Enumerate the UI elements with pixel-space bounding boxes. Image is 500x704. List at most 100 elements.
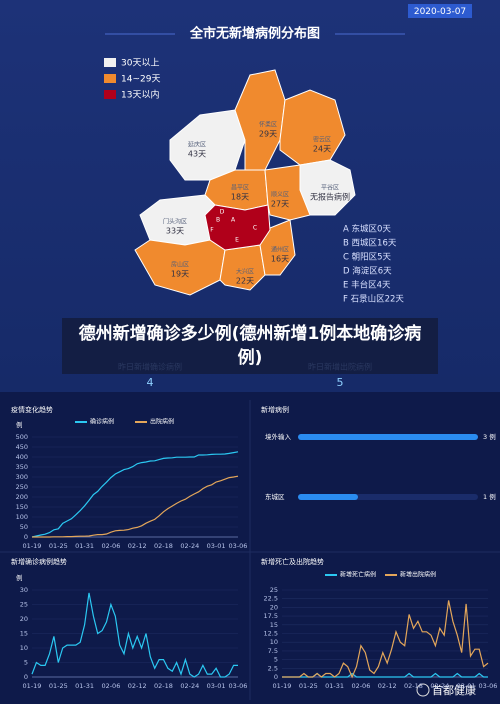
- line-series: [31, 592, 238, 678]
- y-tick-label: 10: [270, 638, 278, 646]
- x-tick-label: 02-06: [101, 682, 120, 690]
- district-name: 门头沟区: [163, 218, 187, 226]
- y-tick-label: 20: [270, 603, 278, 611]
- core-letter: A: [231, 217, 236, 224]
- district-name: 通州区: [271, 246, 289, 254]
- district-name: 房山区: [171, 261, 189, 269]
- y-tick-label: 150: [16, 503, 28, 511]
- district-name: 大兴区: [236, 268, 254, 276]
- bar: [298, 434, 478, 440]
- chart-title: 新增死亡及出院趋势: [261, 557, 324, 566]
- y-tick-label: 15: [270, 621, 278, 629]
- x-tick-label: 02-18: [154, 682, 173, 690]
- y-tick-label: 15: [20, 630, 28, 638]
- district-days: 22天: [236, 277, 254, 286]
- legend-swatch: [104, 90, 116, 99]
- watermark-icon: [416, 683, 430, 697]
- legend-label: 新增出院病例: [400, 571, 436, 579]
- map-title: 全市无新增病例分布图: [189, 26, 320, 42]
- x-tick-label: 01-25: [299, 682, 318, 690]
- core-list-item: B 西城区16天: [343, 239, 397, 249]
- district-name: 平谷区: [321, 184, 339, 192]
- x-tick-label: 03-06: [229, 542, 248, 550]
- y-tick-label: 0: [24, 673, 28, 681]
- line-series: [282, 600, 489, 679]
- core-list-item: E 丰台区4天: [343, 280, 391, 291]
- x-tick-label: 03-01: [207, 542, 226, 550]
- x-tick-label: 03-06: [479, 682, 498, 690]
- district-days: 43天: [188, 150, 206, 159]
- core-list-item: C 朝阳区5天: [343, 253, 392, 263]
- x-tick-label: 02-06: [351, 682, 370, 690]
- y-tick-label: 25: [20, 601, 28, 609]
- map: [134, 69, 356, 296]
- district-days: 29天: [259, 130, 277, 139]
- district-days: 33天: [166, 227, 184, 236]
- district-days: 无报告病例: [310, 192, 350, 202]
- legend-label: 30天以上: [121, 58, 159, 69]
- core-list-item: A 东城区0天: [343, 224, 391, 235]
- x-tick-label: 01-19: [273, 682, 292, 690]
- district-name: 延庆区: [188, 141, 206, 149]
- headline: 德州新增确诊多少例(德州新增1例本地确诊病例): [78, 324, 422, 368]
- x-tick-label: 01-31: [75, 682, 94, 690]
- y-tick-label: 10: [20, 644, 28, 652]
- legend-label: 13天以内: [121, 89, 159, 101]
- x-tick-label: 01-19: [23, 682, 42, 690]
- bar-category: 东城区: [265, 492, 285, 501]
- y-tick-label: 200: [16, 493, 28, 501]
- x-tick-label: 01-25: [49, 542, 68, 550]
- y-tick-label: 12.5: [264, 630, 278, 638]
- core-list-item: F 石景山区22天: [343, 294, 404, 305]
- x-tick-label: 02-24: [180, 682, 199, 690]
- y-tick-label: 22.5: [264, 595, 278, 603]
- stat-value: 5: [337, 376, 344, 389]
- y-tick-label: 350: [16, 463, 28, 471]
- y-tick-label: 20: [20, 615, 28, 623]
- legend-label: 14~29天: [121, 75, 160, 85]
- headline-box: [62, 318, 438, 374]
- y-tick-label: 5: [24, 659, 28, 667]
- y-tick-label: 500: [16, 433, 28, 441]
- core-letter: F: [210, 227, 214, 234]
- legend-label: 确诊病例: [90, 418, 114, 426]
- line-series: [32, 475, 239, 538]
- core-letter: C: [253, 225, 257, 232]
- y-tick-label: 400: [16, 453, 28, 461]
- chart-title: 新增病例: [261, 405, 289, 414]
- x-tick-label: 02-24: [180, 542, 199, 550]
- district-days: 27天: [271, 200, 289, 209]
- district-name: 昌平区: [231, 185, 249, 192]
- y-tick-label: 7.5: [268, 647, 278, 655]
- district-name: 怀柔区: [259, 121, 277, 129]
- x-tick-label: 02-06: [101, 542, 120, 550]
- district-name: 顺义区: [271, 192, 289, 199]
- core-district: [204, 204, 271, 251]
- district-days: 16天: [271, 255, 289, 264]
- y-tick-label: 300: [16, 473, 28, 481]
- chart-title: 疫情变化趋势: [11, 405, 53, 414]
- legend-label: 新增死亡病例: [340, 571, 376, 579]
- y-axis-label: 例: [16, 420, 23, 429]
- y-tick-label: 50: [20, 523, 28, 531]
- x-tick-label: 01-31: [325, 682, 344, 690]
- x-tick-label: 03-01: [207, 682, 226, 690]
- x-tick-label: 03-06: [229, 682, 248, 690]
- x-tick-label: 02-18: [154, 542, 173, 550]
- y-tick-label: 100: [16, 513, 28, 521]
- line-series: [31, 451, 239, 538]
- core-letter: E: [235, 237, 239, 244]
- y-tick-label: 17.5: [264, 612, 278, 620]
- core-letter: D: [220, 209, 225, 216]
- y-tick-label: 5: [274, 656, 278, 664]
- x-tick-label: 02-12: [128, 542, 147, 550]
- district-days: 19天: [171, 270, 189, 279]
- district-days: 24天: [313, 145, 331, 154]
- x-tick-label: 02-18: [404, 682, 423, 690]
- stat-value: 4: [147, 376, 154, 389]
- x-tick-label: 02-12: [378, 682, 397, 690]
- core-list-item: D 海淀区6天: [343, 266, 392, 277]
- x-tick-label: 01-25: [49, 682, 68, 690]
